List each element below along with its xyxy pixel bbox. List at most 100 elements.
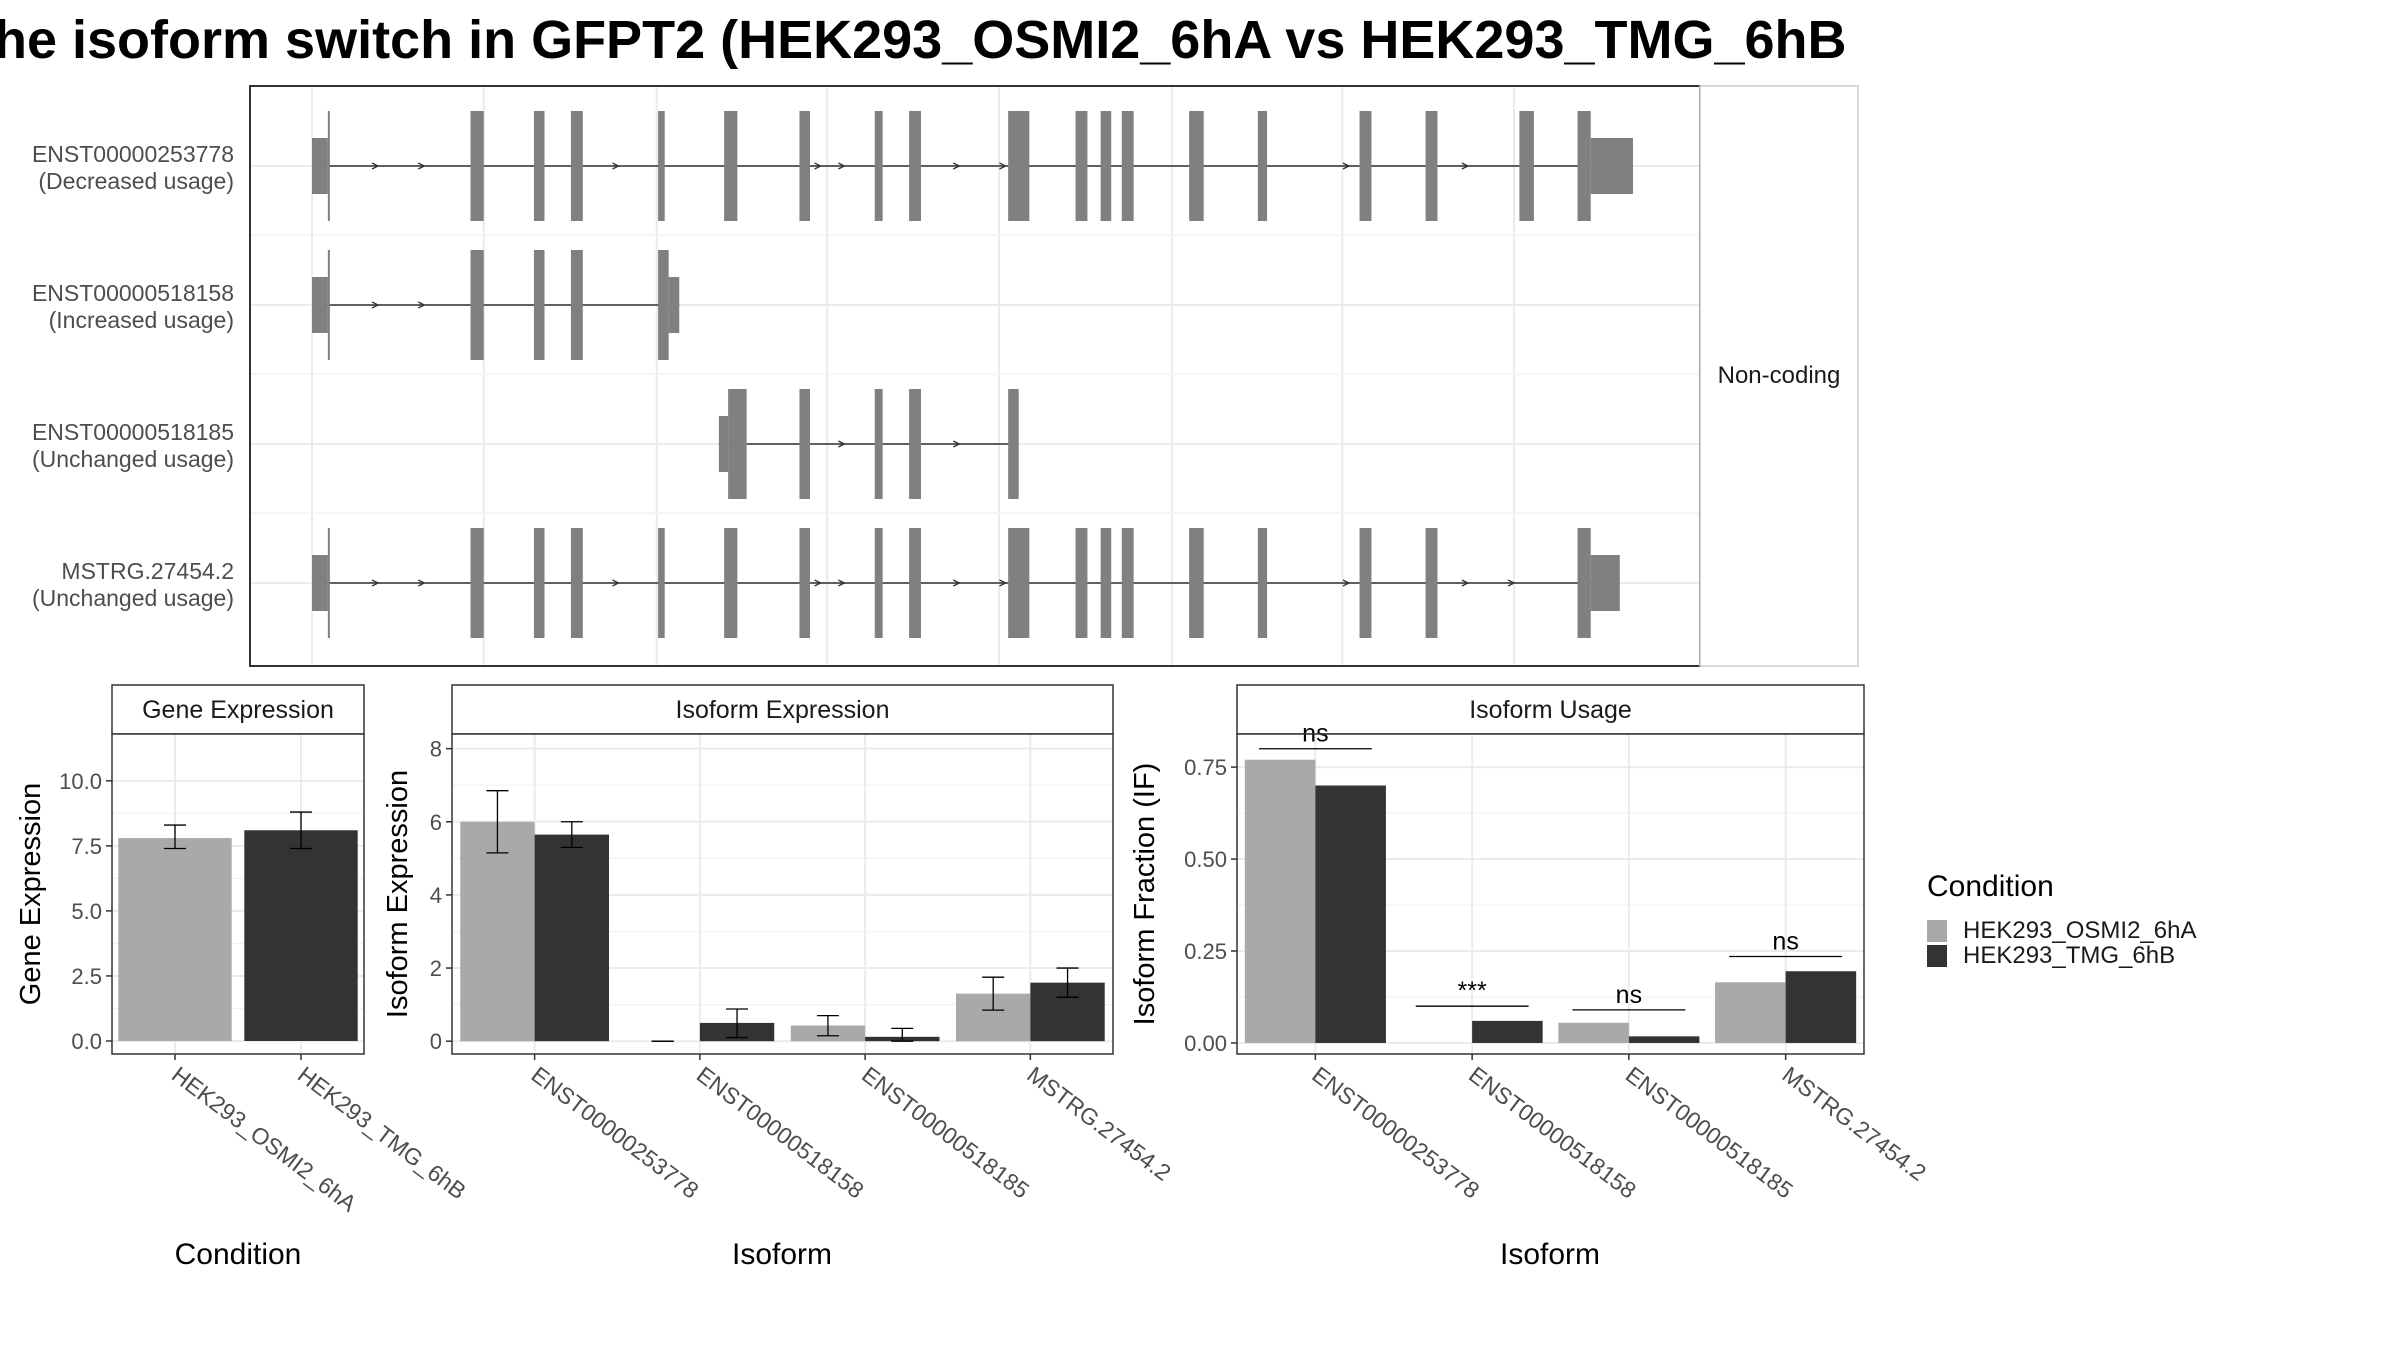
x-tick-label: ENST00000518158 bbox=[1464, 1061, 1641, 1203]
bar-HEK293_TMG_6hB-ENST00000253778 bbox=[1315, 785, 1386, 1043]
bar-HEK293_TMG_6hB-ENST00000518158 bbox=[1472, 1020, 1543, 1043]
legend-title: Condition bbox=[1927, 870, 2054, 903]
transcript-usage-label: (Unchanged usage) bbox=[32, 446, 234, 472]
y-axis-title: Isoform Expression bbox=[382, 770, 414, 1018]
exon-cds bbox=[874, 389, 883, 499]
exon-utr bbox=[718, 416, 729, 472]
x-tick-label: ENST00000518158 bbox=[692, 1061, 869, 1203]
strand-arrow bbox=[999, 579, 1007, 587]
strand-arrow bbox=[999, 162, 1007, 170]
strand-arrow bbox=[417, 301, 426, 309]
exon-cds bbox=[724, 111, 738, 221]
bar-HEK293_TMG_6hB-HEK293_TMG_6hB bbox=[244, 830, 358, 1041]
bar-HEK293_TMG_6hB-ENST00000253778 bbox=[534, 834, 609, 1042]
strand-arrow bbox=[838, 440, 846, 448]
transcript-id-label: ENST00000518158 bbox=[32, 280, 234, 306]
exon-cds bbox=[799, 528, 811, 638]
significance-label: ns bbox=[1616, 981, 1642, 1009]
panel-strip-title: Isoform Expression bbox=[676, 696, 890, 724]
exon-cds bbox=[533, 528, 545, 638]
exon-cds bbox=[874, 111, 883, 221]
exon-utr bbox=[312, 138, 328, 194]
exon-cds bbox=[1519, 111, 1534, 221]
exon-cds bbox=[533, 111, 545, 221]
plot-border bbox=[451, 733, 1114, 1055]
transcript-row-ENST00000518158 bbox=[312, 250, 680, 360]
transcript-usage-label: (Unchanged usage) bbox=[32, 585, 234, 611]
strip-non-coding-label: Non-coding bbox=[1718, 362, 1841, 389]
transcript-rows bbox=[312, 111, 1633, 638]
strand-arrow bbox=[838, 579, 846, 587]
exon-cds bbox=[1577, 111, 1591, 221]
bar-HEK293_OSMI2_6hA-HEK293_OSMI2_6hA bbox=[118, 838, 232, 1041]
legend-label-tmg: HEK293_TMG_6hB bbox=[1963, 942, 2175, 969]
exon-cds bbox=[728, 389, 747, 499]
exon-cds bbox=[658, 528, 665, 638]
y-tick-label: 2 bbox=[430, 956, 442, 981]
strand-arrow bbox=[417, 162, 426, 170]
exon-cds bbox=[470, 528, 484, 638]
y-tick-label: 6 bbox=[430, 810, 442, 835]
panel-strip bbox=[451, 684, 1114, 735]
exon-cds bbox=[874, 528, 883, 638]
exon-cds bbox=[1121, 111, 1134, 221]
exon-cds bbox=[1008, 111, 1030, 221]
y-tick-label: 0.25 bbox=[1184, 939, 1227, 964]
x-axis-title: Isoform bbox=[732, 1238, 832, 1271]
strand-arrow bbox=[371, 301, 380, 309]
exon-cds bbox=[724, 528, 738, 638]
exon-cds bbox=[570, 528, 583, 638]
strand-arrow bbox=[1461, 579, 1470, 587]
transcript-row-ENST00000253778 bbox=[312, 111, 1633, 221]
exon-cds bbox=[1257, 111, 1268, 221]
panel-strip bbox=[111, 684, 365, 735]
strand-arrow bbox=[952, 579, 961, 587]
bar-HEK293_OSMI2_6hA-MSTRG.27454.2 bbox=[1715, 982, 1786, 1043]
exon-cds bbox=[1359, 111, 1372, 221]
y-tick-label: 0.00 bbox=[1184, 1031, 1227, 1056]
plot-border bbox=[111, 733, 365, 1055]
x-axis-title: Isoform bbox=[1500, 1238, 1600, 1271]
strand-arrow bbox=[371, 579, 380, 587]
exon-cds bbox=[533, 250, 545, 360]
exon-cds bbox=[799, 389, 811, 499]
exon-cds bbox=[658, 250, 669, 360]
significance-label: *** bbox=[1458, 977, 1487, 1005]
exon-cds bbox=[909, 389, 921, 499]
exon-cds bbox=[1008, 528, 1030, 638]
x-tick-label: ENST00000518185 bbox=[857, 1061, 1034, 1203]
strand-arrow bbox=[1342, 162, 1351, 170]
transcript-id-label: ENST00000253778 bbox=[32, 141, 234, 167]
x-tick-label: ENST00000518185 bbox=[1621, 1061, 1798, 1203]
strand-arrow bbox=[814, 162, 823, 170]
exon-cds bbox=[909, 111, 921, 221]
exon-cds bbox=[570, 111, 583, 221]
exon-cds bbox=[570, 250, 583, 360]
transcript-structure-panel: Non-coding ENST00000253778(Decreased usa… bbox=[32, 85, 1859, 667]
strand-arrow bbox=[612, 162, 620, 170]
panel-strip-title: Gene Expression bbox=[142, 696, 334, 724]
exon-cds bbox=[470, 111, 484, 221]
strand-arrow bbox=[952, 440, 961, 448]
exon-cds bbox=[1425, 111, 1438, 221]
strand-arrow bbox=[371, 162, 380, 170]
y-axis-title: Isoform Fraction (IF) bbox=[1129, 763, 1161, 1026]
y-tick-label: 0 bbox=[430, 1029, 442, 1054]
figure-title: he isoform switch in GFPT2 (HEK293_OSMI2… bbox=[0, 10, 1847, 70]
strand-arrow bbox=[417, 579, 426, 587]
x-tick-label: MSTRG.27454.2 bbox=[1778, 1061, 1931, 1186]
bar-HEK293_OSMI2_6hA-ENST00000253778 bbox=[1244, 759, 1316, 1043]
transcript-row-ENST00000518185 bbox=[718, 389, 1019, 499]
exon-cds bbox=[1359, 528, 1372, 638]
condition-legend: Condition HEK293_OSMI2_6hA HEK293_TMG_6h… bbox=[1927, 870, 2196, 969]
plot-border bbox=[1236, 733, 1865, 1055]
exon-cds bbox=[327, 528, 330, 638]
exon-utr bbox=[312, 555, 328, 611]
panel-strip bbox=[1236, 684, 1865, 735]
exon-cds bbox=[1100, 111, 1112, 221]
y-tick-label: 0.50 bbox=[1184, 847, 1227, 872]
bar-HEK293_OSMI2_6hA-ENST00000253778 bbox=[460, 821, 535, 1042]
bar-HEK293_OSMI2_6hA-ENST00000518185 bbox=[1558, 1022, 1629, 1043]
exon-cds bbox=[1189, 111, 1204, 221]
